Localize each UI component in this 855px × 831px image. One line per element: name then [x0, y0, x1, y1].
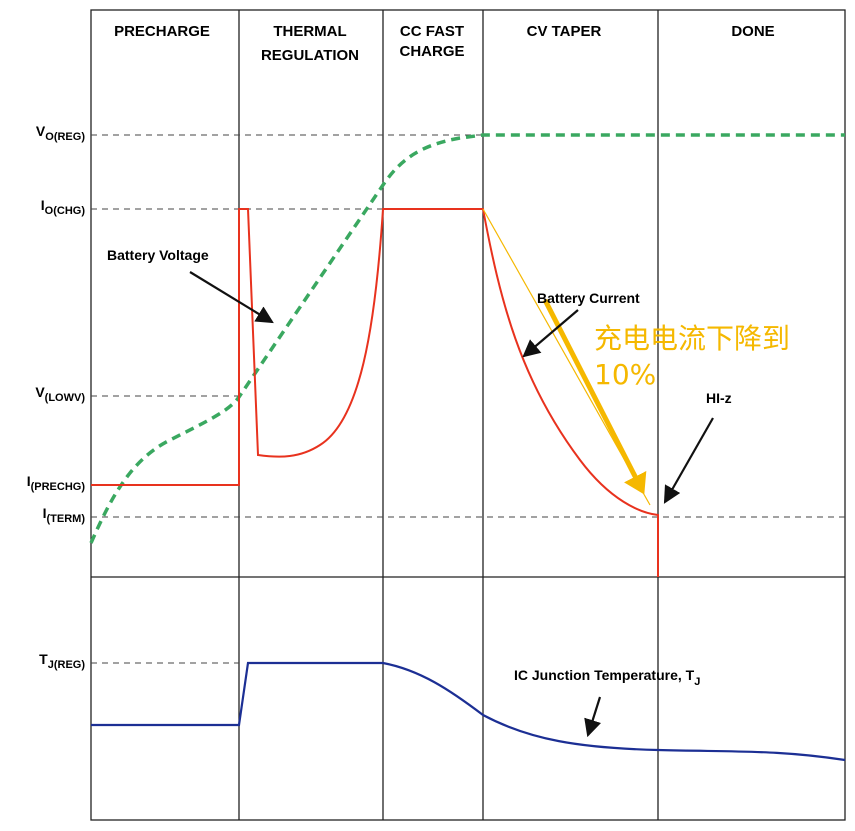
level-symbol: V: [35, 384, 45, 400]
phase-label: REGULATION: [261, 47, 359, 64]
phase-label: CV TAPER: [527, 23, 602, 40]
temperature-curve: [91, 661, 846, 762]
pointer-arrows: [189, 271, 714, 738]
annotation-text: IC Junction Temperature, T: [514, 667, 695, 683]
level-lines: [91, 134, 845, 664]
level-subscript: (TERM): [47, 513, 86, 525]
note: 充电电流下降到: [594, 322, 790, 355]
annotation: Battery Current: [537, 290, 640, 306]
level-subscript: (LOWV): [45, 392, 86, 404]
level-label: VO(REG): [36, 123, 85, 143]
level-subscript: O(CHG): [45, 205, 86, 217]
phase-label: THERMAL: [273, 23, 346, 40]
level-symbol: I: [43, 505, 47, 521]
annotation-subscript: J: [694, 676, 700, 688]
level-subscript: O(REG): [45, 131, 85, 143]
phase-label: DONE: [731, 23, 774, 40]
level-label: V(LOWV): [35, 384, 85, 404]
taper-arrow: [542, 298, 647, 495]
frame: [90, 9, 846, 821]
phase-label: PRECHARGE: [114, 23, 210, 40]
level-symbol: T: [39, 651, 48, 667]
phase-label: CHARGE: [399, 43, 464, 60]
level-symbol: I: [27, 473, 31, 489]
level-subscript: (PRECHG): [31, 481, 86, 493]
level-label: I(TERM): [43, 505, 86, 525]
annotation: Battery Voltage: [107, 247, 209, 263]
level-symbol: V: [36, 123, 46, 139]
level-subscript: J(REG): [48, 659, 86, 671]
current-curve: [91, 208, 659, 577]
annotation: HI-z: [706, 390, 732, 406]
level-label: TJ(REG): [39, 651, 85, 671]
level-label: IO(CHG): [41, 197, 86, 217]
annotation: IC Junction Temperature, TJ: [514, 667, 700, 688]
level-label: I(PRECHG): [27, 473, 86, 493]
phase-label: CC FAST: [400, 23, 464, 40]
level-symbol: I: [41, 197, 45, 213]
note: 10%: [594, 358, 656, 391]
